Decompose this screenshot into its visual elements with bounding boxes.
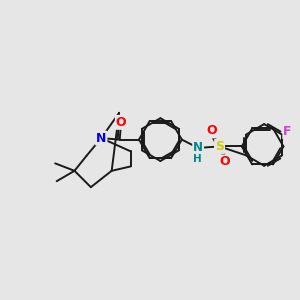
Text: O: O [220, 155, 230, 168]
Text: O: O [116, 116, 127, 129]
Text: O: O [206, 124, 217, 137]
Text: S: S [215, 140, 224, 153]
Text: H: H [193, 154, 202, 164]
Text: F: F [283, 125, 292, 138]
Text: N: N [193, 141, 203, 154]
Text: N: N [96, 132, 106, 145]
